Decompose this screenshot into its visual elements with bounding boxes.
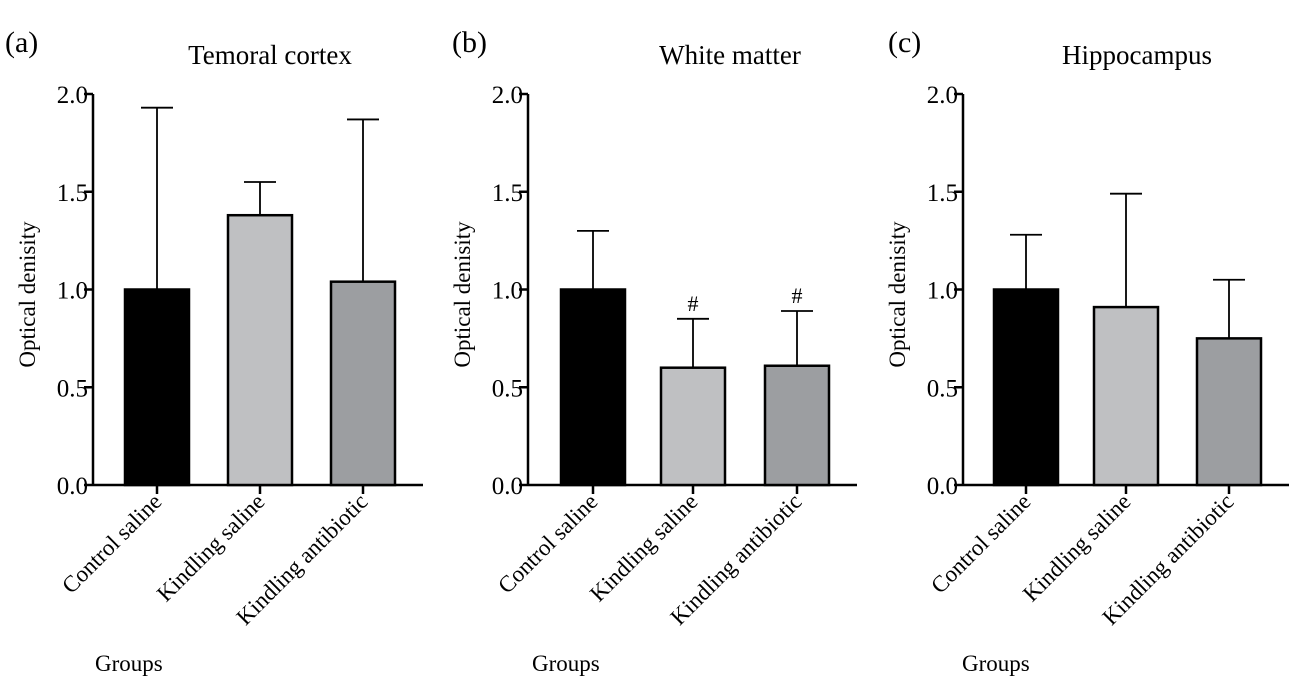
category-label: Control saline bbox=[57, 489, 166, 598]
y-tick-label: 0.5 bbox=[492, 375, 523, 402]
bar-kindling-saline bbox=[659, 366, 727, 487]
y-axis-label: Optical denisity bbox=[15, 221, 40, 368]
y-tick-label: 1.5 bbox=[57, 180, 88, 207]
category-label: Kindling saline bbox=[1018, 489, 1136, 607]
panel-label: (b) bbox=[452, 26, 487, 59]
y-tick-label: 1.0 bbox=[492, 278, 523, 305]
y-tick-label: 2.0 bbox=[57, 82, 88, 109]
category-label: Control saline bbox=[926, 489, 1035, 598]
bar-kindling-saline bbox=[226, 213, 294, 487]
x-axis-label: Groups bbox=[962, 651, 1030, 676]
chart-title: Hippocampus bbox=[1062, 40, 1212, 70]
y-tick-label: 1.0 bbox=[57, 278, 88, 305]
chart-title: Temoral cortex bbox=[188, 40, 352, 70]
x-axis-label: Groups bbox=[95, 651, 163, 676]
y-tick-label: 1.5 bbox=[492, 180, 523, 207]
bar-control-saline bbox=[992, 288, 1060, 487]
y-tick-label: 0.0 bbox=[492, 473, 523, 500]
panel-label: (c) bbox=[888, 26, 921, 59]
bar-kindling-saline bbox=[1092, 305, 1160, 487]
category-label: Kindling saline bbox=[152, 489, 270, 607]
x-axis-label: Groups bbox=[532, 651, 600, 676]
bar-kindling-antibiotic bbox=[763, 364, 831, 487]
bar-control-saline bbox=[123, 288, 191, 487]
chart-panel-1: (a) Temoral cortex 0.0 0.5 1.0 1.5 2.0 Optical … bbox=[5, 26, 423, 676]
chart-panel-2: (b) White matter 0.0 0.5 1.0 1.5 2.0 Optical de… bbox=[450, 26, 857, 676]
category-label: Kindling saline bbox=[585, 489, 703, 607]
bar-kindling-antibiotic bbox=[329, 280, 397, 487]
bar-kindling-antibiotic bbox=[1195, 337, 1263, 487]
bar-control-saline bbox=[559, 288, 627, 487]
y-tick-label: 2.0 bbox=[492, 82, 523, 109]
y-tick-label: 0.5 bbox=[57, 375, 88, 402]
y-tick-label: 2.0 bbox=[927, 82, 958, 109]
y-tick-label: 0.0 bbox=[927, 473, 958, 500]
significance-marker: # bbox=[688, 291, 699, 316]
y-tick-label: 1.5 bbox=[927, 180, 958, 207]
y-axis-label: Optical denisity bbox=[450, 221, 475, 368]
chart-title: White matter bbox=[659, 40, 801, 70]
chart-panel-3: (c) Hippocampus 0.0 0.5 1.0 1.5 2.0 Optical den… bbox=[885, 26, 1289, 676]
y-tick-label: 0.0 bbox=[57, 473, 88, 500]
category-label: Control saline bbox=[493, 489, 602, 598]
y-axis-label: Optical denisity bbox=[885, 221, 910, 368]
y-tick-label: 0.5 bbox=[927, 375, 958, 402]
panel-label: (a) bbox=[5, 26, 38, 59]
significance-marker: # bbox=[792, 283, 803, 308]
y-tick-label: 1.0 bbox=[927, 278, 958, 305]
